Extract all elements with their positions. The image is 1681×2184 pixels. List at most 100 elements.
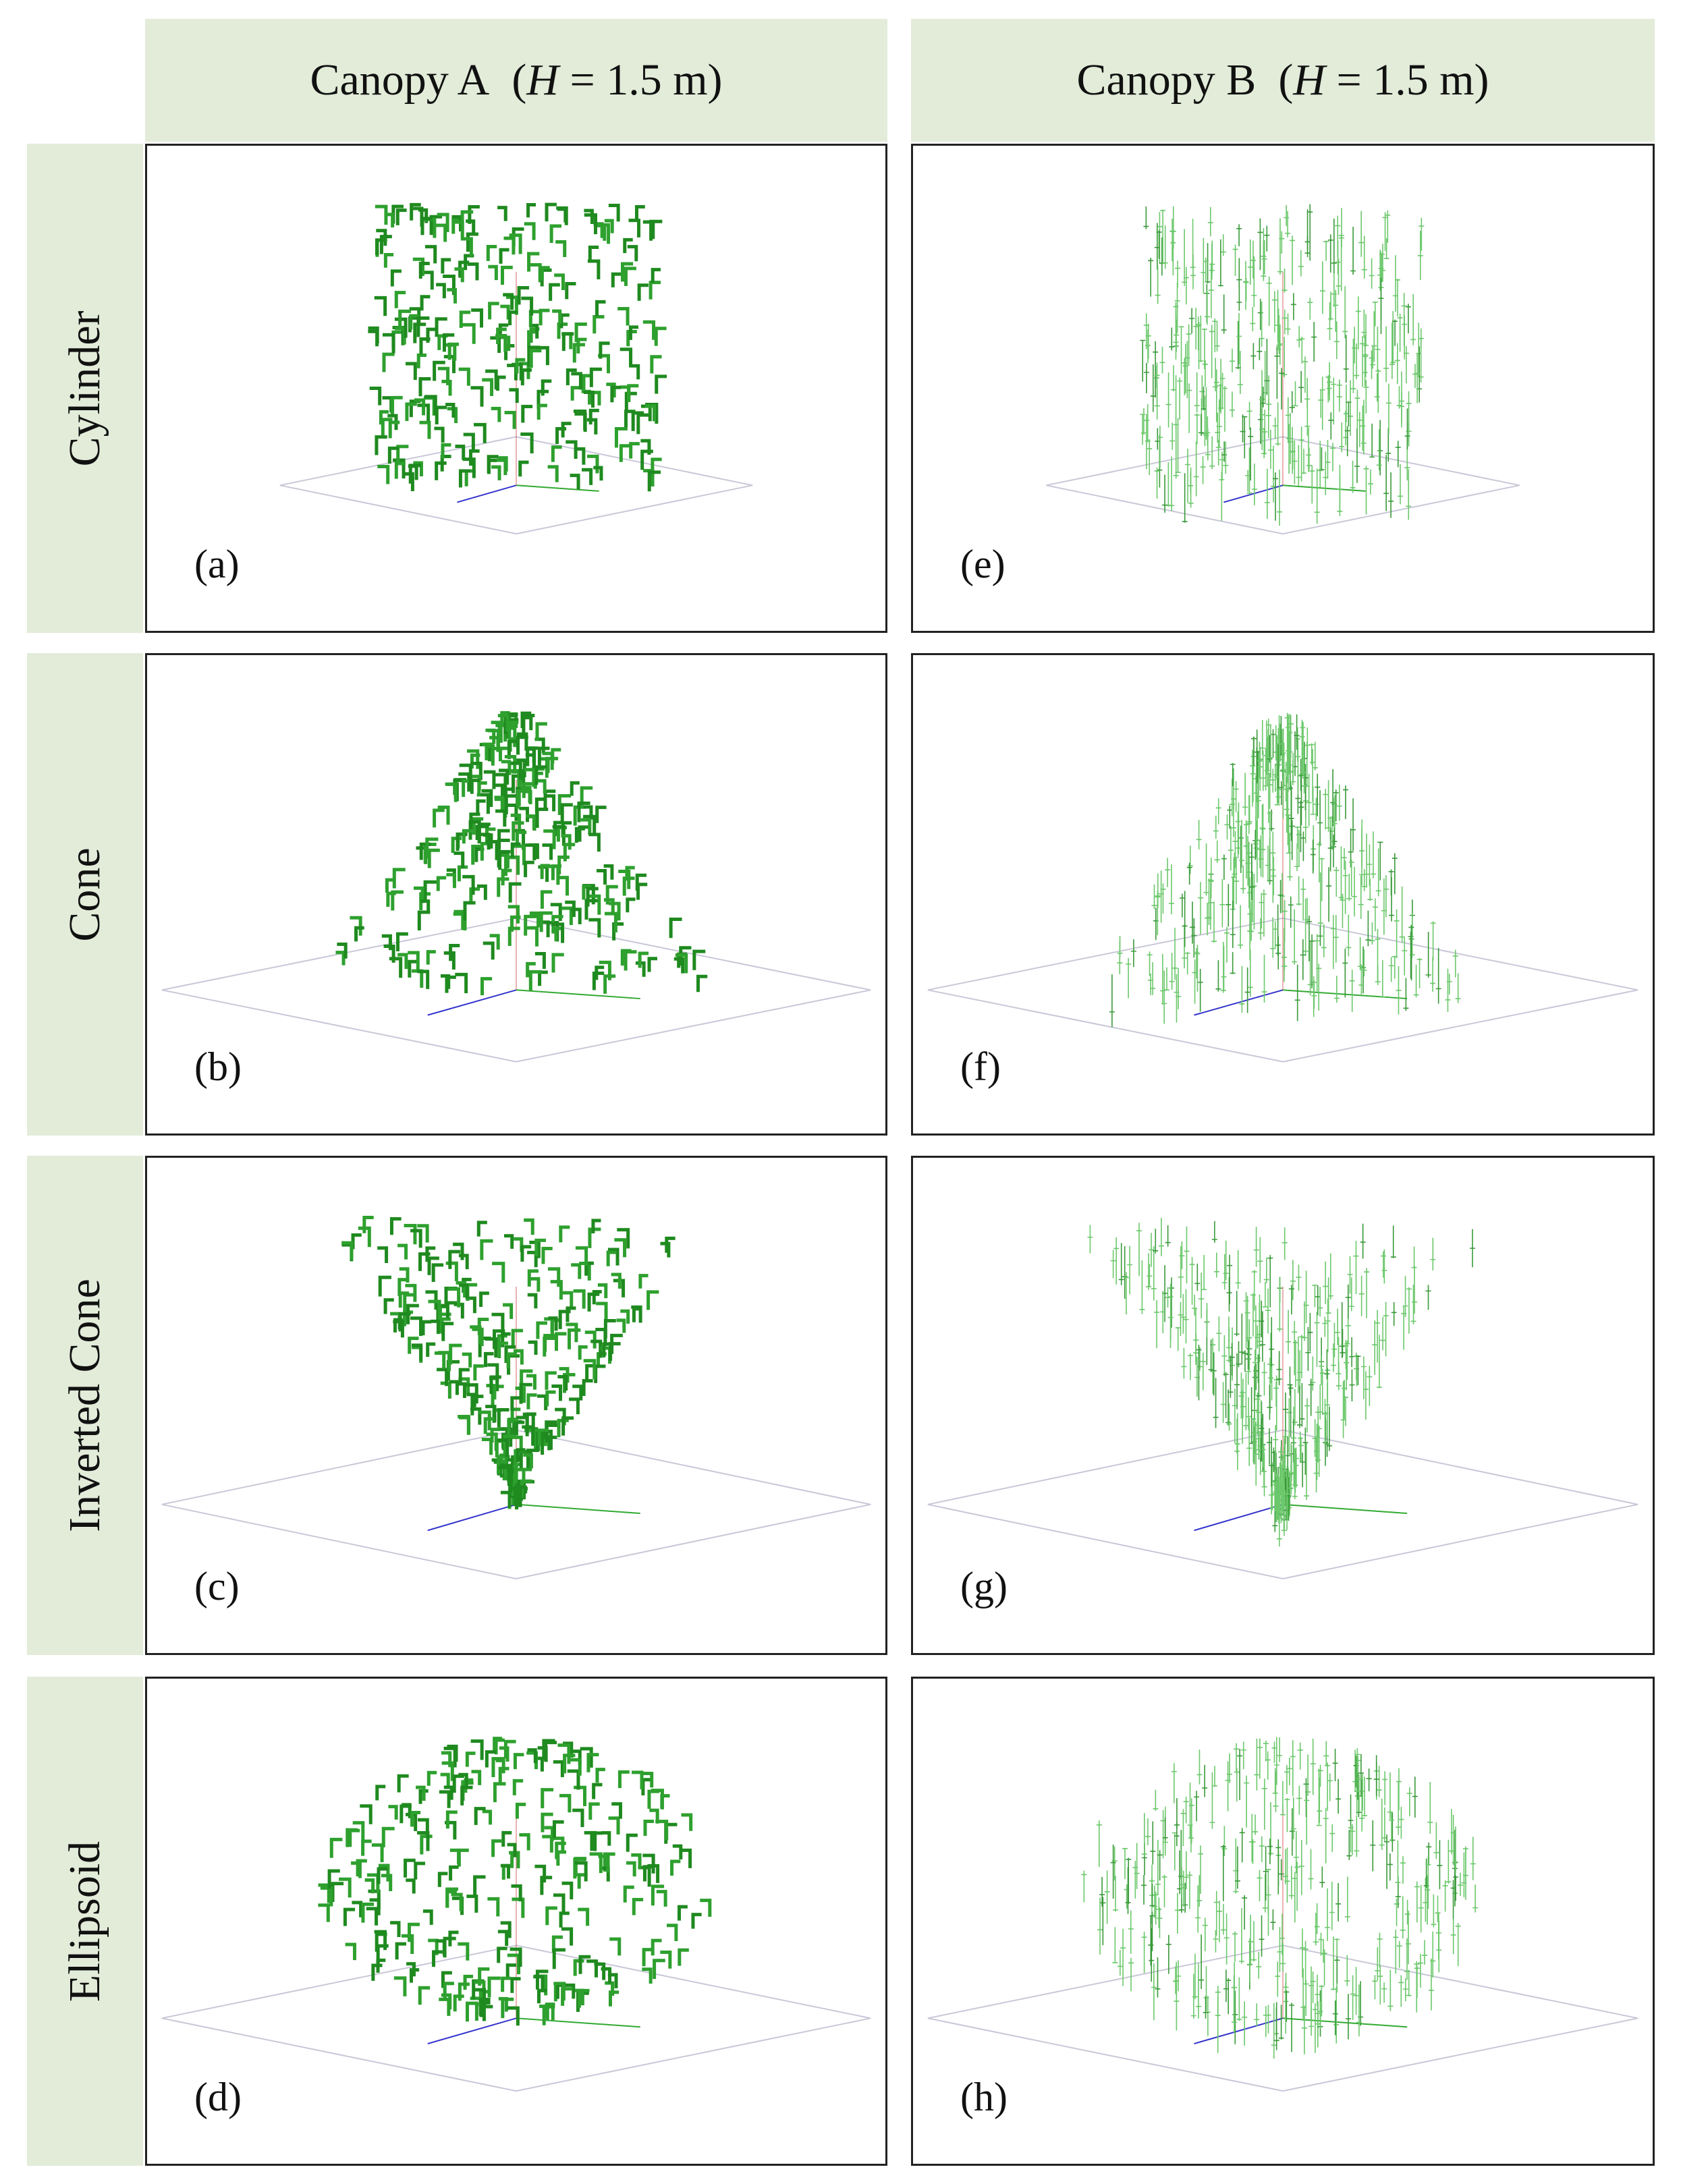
leaf-marker bbox=[1163, 967, 1169, 991]
leaf-marker bbox=[1326, 1406, 1332, 1451]
leaf-marker bbox=[1431, 1894, 1437, 1928]
leaf-marker bbox=[1223, 1372, 1229, 1418]
leaf-marker bbox=[443, 1785, 453, 1800]
leaf-marker bbox=[1314, 1903, 1320, 1934]
leaf-marker bbox=[1162, 474, 1168, 513]
leaf-marker bbox=[1195, 316, 1201, 351]
leaf-marker bbox=[631, 1853, 642, 1870]
leaf-marker bbox=[371, 1843, 384, 1863]
leaf-marker bbox=[499, 1463, 514, 1485]
leaf-marker bbox=[595, 300, 606, 316]
leaf-marker bbox=[437, 1368, 449, 1387]
canopy-render-f bbox=[927, 712, 1638, 1063]
leaf-marker bbox=[1193, 308, 1199, 349]
leaf-marker bbox=[1316, 1768, 1322, 1826]
leaf-marker bbox=[1273, 1770, 1279, 1812]
leaf-marker bbox=[636, 413, 650, 435]
leaf-marker bbox=[650, 355, 662, 374]
leaf-marker bbox=[1435, 1895, 1441, 1922]
leaf-marker bbox=[499, 1746, 509, 1762]
leaf-marker bbox=[1380, 1316, 1386, 1351]
leaf-marker bbox=[1236, 802, 1242, 855]
leaf-marker bbox=[1282, 309, 1288, 335]
leaf-marker bbox=[1355, 296, 1361, 349]
panel-label-c: (c) bbox=[194, 1564, 240, 1608]
leaf-marker bbox=[1170, 240, 1176, 276]
leaf-marker bbox=[1280, 1480, 1286, 1513]
leaf-marker bbox=[479, 1291, 489, 1308]
leaf-marker bbox=[503, 1303, 514, 1319]
leaf-marker bbox=[1406, 1787, 1412, 1817]
leaf-marker bbox=[660, 1241, 671, 1258]
leaf-marker bbox=[522, 713, 535, 735]
leaf-marker bbox=[1261, 889, 1267, 937]
leaf-marker bbox=[1284, 1990, 1290, 2022]
leaf-marker bbox=[619, 444, 631, 462]
leaf-marker bbox=[1194, 372, 1200, 413]
leaf-marker bbox=[1390, 1225, 1396, 1258]
leaf-marker bbox=[1252, 1305, 1259, 1362]
leaf-marker bbox=[1337, 464, 1343, 516]
leaf-marker bbox=[1363, 314, 1369, 347]
leaf-marker bbox=[1274, 735, 1280, 780]
leaf-marker bbox=[1314, 468, 1320, 524]
leaf-marker bbox=[1372, 1320, 1378, 1375]
leaf-marker bbox=[1379, 1798, 1385, 1850]
leaf-marker bbox=[624, 950, 637, 971]
leaf-marker bbox=[1300, 1928, 1306, 1978]
leaf-marker bbox=[477, 781, 487, 797]
leaf-marker bbox=[517, 285, 529, 305]
leaf-marker bbox=[368, 329, 379, 347]
leaf-marker bbox=[1257, 1302, 1263, 1345]
leaf-marker bbox=[1262, 1874, 1268, 1913]
leaf-marker bbox=[1288, 1866, 1294, 1899]
leaf-marker bbox=[1232, 244, 1238, 277]
leaf-marker bbox=[1213, 1378, 1219, 1428]
leaf-marker bbox=[1317, 1384, 1323, 1420]
leaf-marker bbox=[1277, 1737, 1283, 1762]
leaf-marker bbox=[1157, 211, 1163, 264]
leaf-marker bbox=[1355, 1355, 1361, 1386]
leaf-marker bbox=[492, 1262, 505, 1283]
leaf-marker bbox=[1173, 1966, 1179, 1994]
leaf-marker bbox=[1165, 858, 1171, 887]
leaf-marker bbox=[1266, 276, 1272, 327]
leaf-marker bbox=[1317, 2001, 1323, 2029]
leaf-marker bbox=[1229, 1343, 1235, 1376]
leaf-marker bbox=[381, 934, 392, 951]
leaf-marker bbox=[1405, 304, 1411, 334]
leaf-marker bbox=[1236, 285, 1242, 311]
leaf-marker bbox=[1165, 1934, 1172, 1974]
leaf-marker bbox=[1141, 1875, 1147, 1905]
leaf-marker bbox=[588, 408, 599, 425]
leaf-marker bbox=[500, 265, 513, 285]
ground-plane bbox=[927, 917, 1638, 1063]
leaf-marker bbox=[1240, 865, 1246, 894]
leaf-marker bbox=[1293, 1830, 1299, 1874]
leaf-marker bbox=[1149, 1884, 1155, 1907]
leaf-marker bbox=[1230, 952, 1236, 974]
leaf-marker bbox=[1296, 876, 1302, 906]
leaf-marker bbox=[1209, 1772, 1215, 1829]
leaf-marker bbox=[644, 404, 657, 422]
leaf-marker bbox=[1292, 1872, 1298, 1923]
leaf-marker bbox=[1263, 1846, 1269, 1901]
leaf-marker bbox=[487, 1897, 500, 1917]
leaf-marker bbox=[1395, 1840, 1401, 1884]
leaf-marker bbox=[1185, 448, 1191, 503]
leaf-marker bbox=[1406, 1287, 1412, 1334]
leaf-marker bbox=[1277, 1927, 1283, 1972]
leaf-marker bbox=[385, 878, 395, 893]
leaf-marker bbox=[1298, 370, 1304, 403]
leaf-marker bbox=[554, 273, 565, 291]
leaf-marker bbox=[614, 427, 628, 448]
leaf-marker bbox=[1275, 402, 1281, 446]
leaf-marker bbox=[1344, 1340, 1350, 1380]
leaf-marker bbox=[497, 714, 509, 732]
leaf-marker bbox=[1190, 1973, 1196, 2019]
leaf-marker bbox=[499, 853, 509, 868]
leaf-marker bbox=[595, 1768, 605, 1783]
leaf-marker bbox=[1401, 293, 1407, 347]
leaf-marker bbox=[466, 232, 478, 252]
panel-label-b: (b) bbox=[194, 1044, 242, 1089]
